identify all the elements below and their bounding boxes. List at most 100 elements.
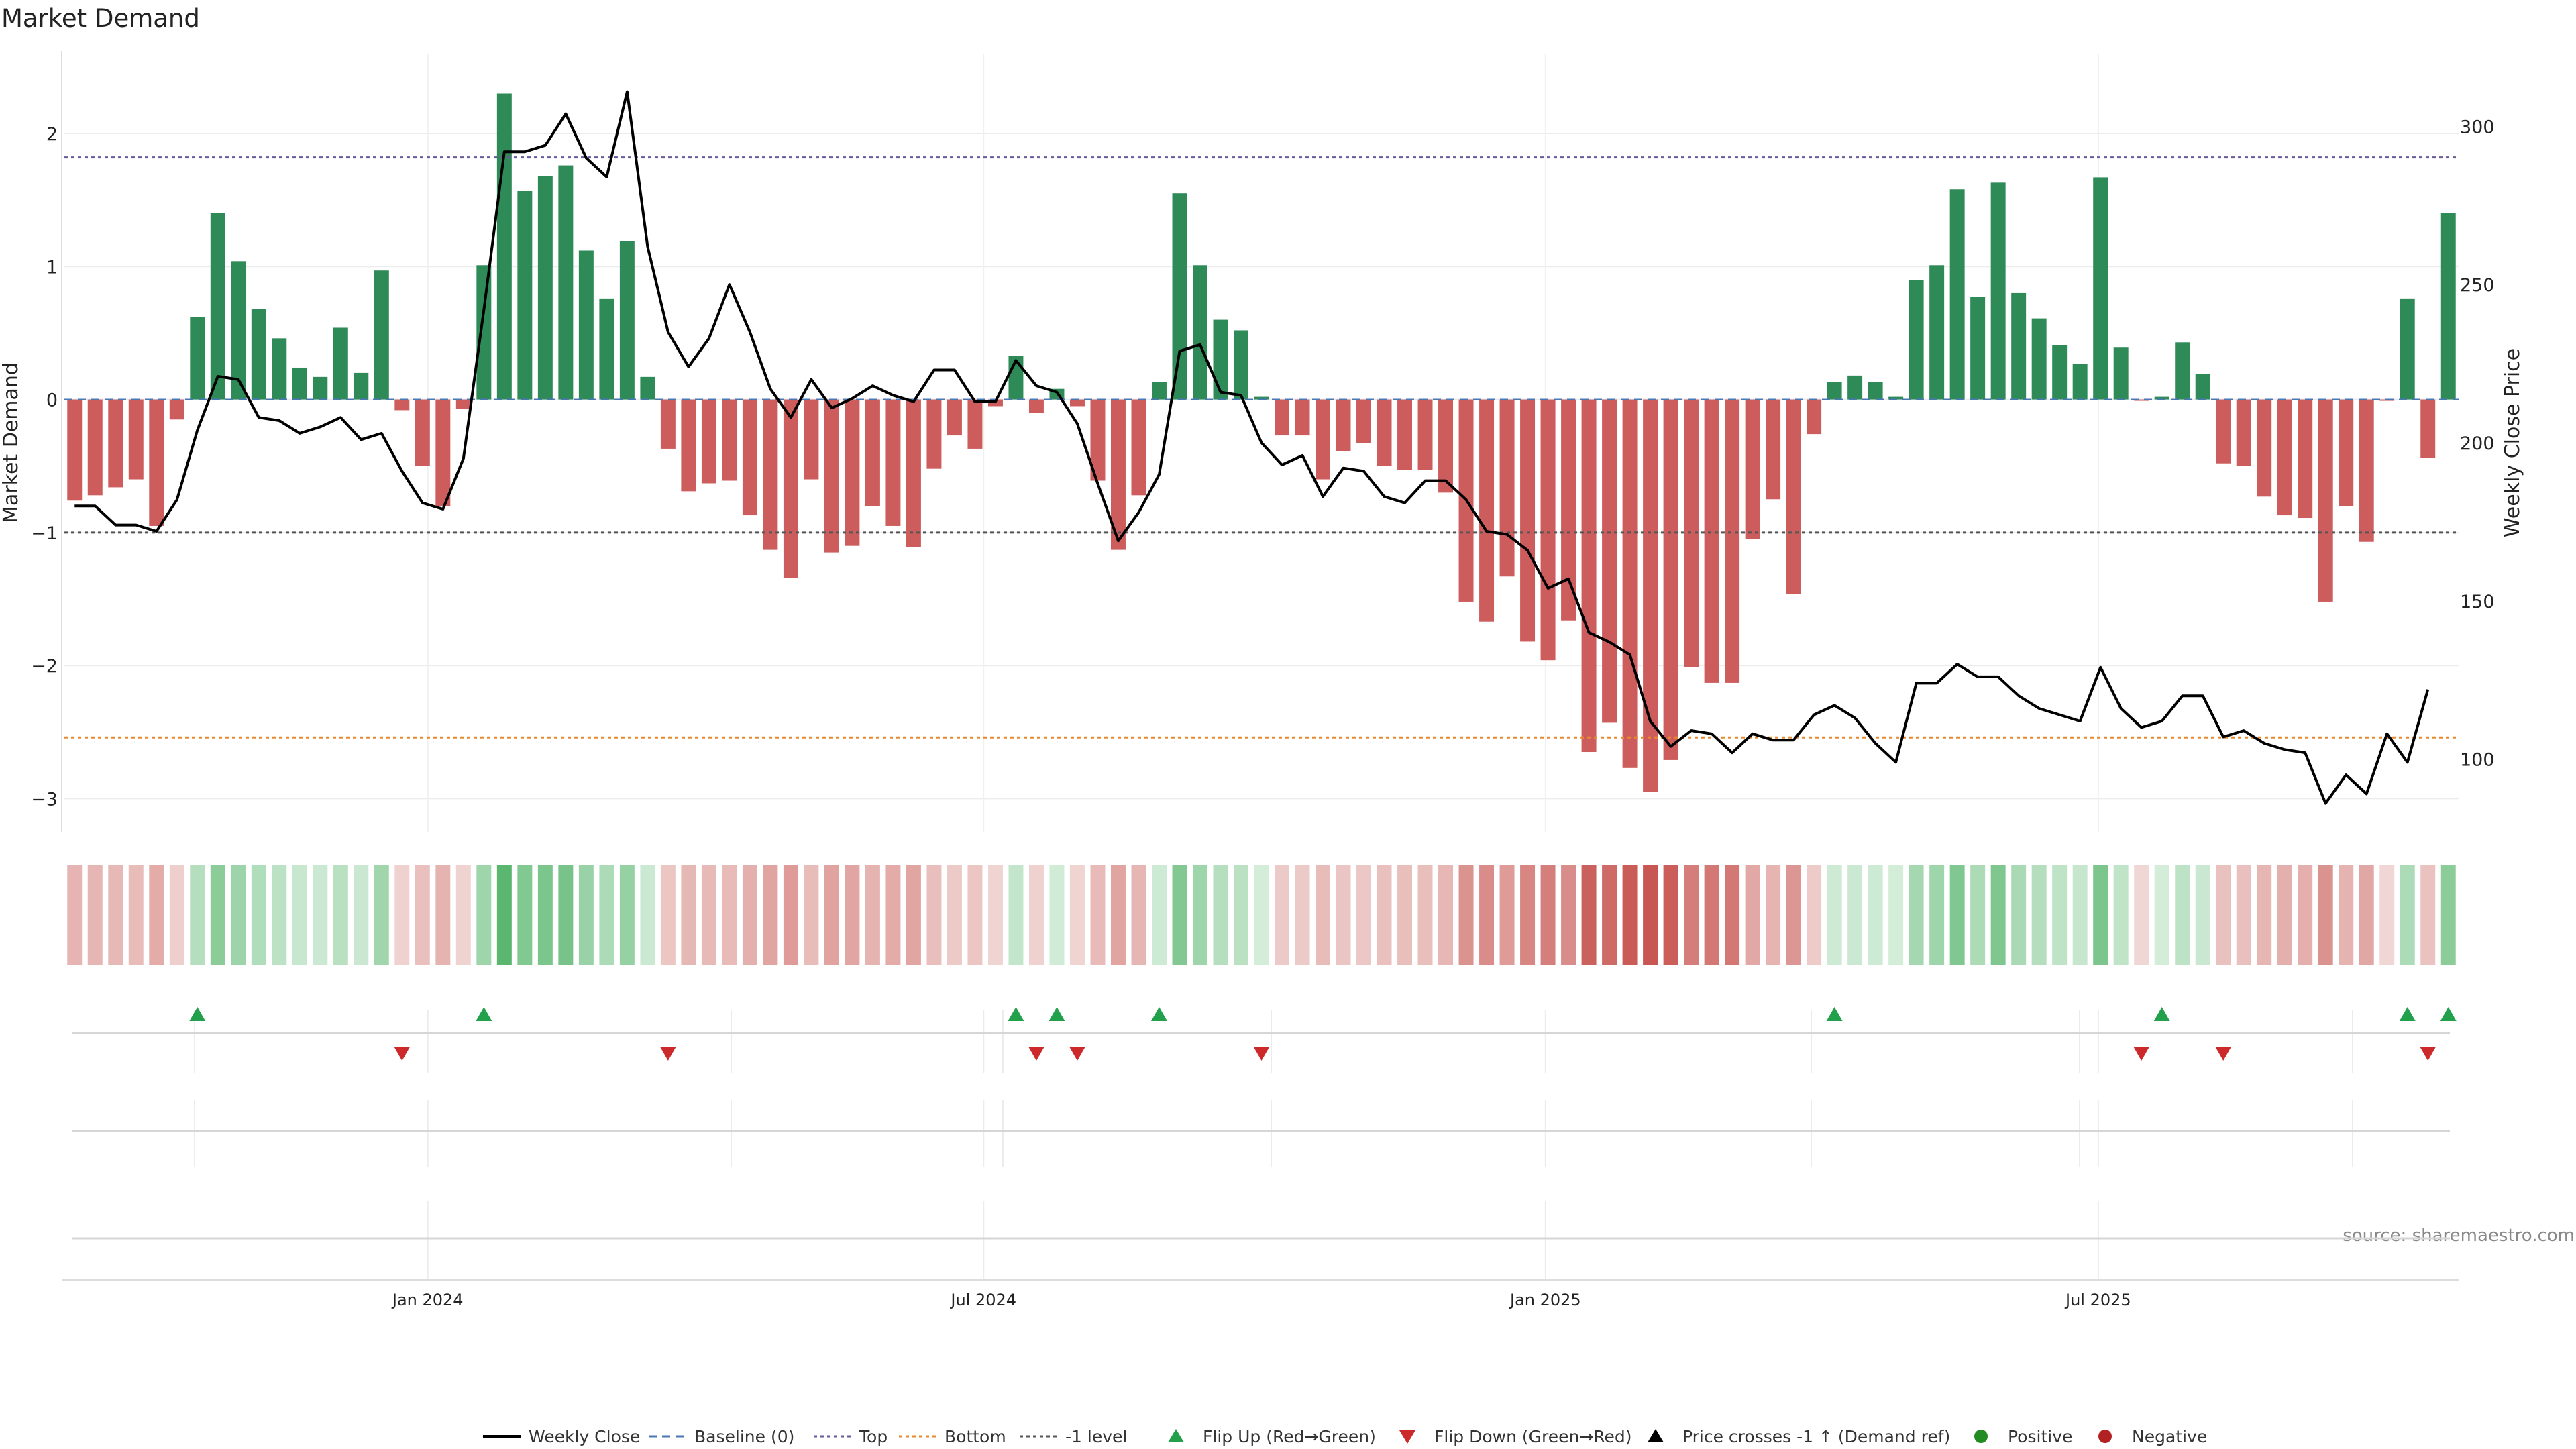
status-strip-cell	[987, 865, 1003, 965]
demand-bar	[1909, 280, 1924, 400]
demand-bar	[1110, 399, 1126, 550]
demand-bar	[1336, 399, 1351, 451]
demand-bar	[1581, 399, 1597, 753]
status-strip-cell	[2420, 865, 2436, 965]
status-strip-cell	[537, 865, 553, 965]
demand-bar	[824, 399, 839, 553]
demand-bar	[272, 338, 287, 400]
status-strip-cell	[1316, 865, 1330, 965]
status-strip-cell	[1336, 865, 1351, 965]
status-strip-cell	[845, 865, 860, 965]
status-strip-cell	[2216, 865, 2231, 965]
status-strip-cell	[681, 865, 696, 965]
demand-bar	[1827, 382, 1842, 400]
demand-bar	[2093, 177, 2108, 400]
status-strip-cell	[272, 865, 287, 965]
status-strip-cell	[87, 865, 103, 965]
demand-bar	[1622, 399, 1638, 768]
flip-markers-layer	[189, 1007, 2457, 1061]
status-strip-cell	[455, 865, 471, 965]
demand-bar	[2420, 399, 2436, 458]
status-strip-cell	[906, 865, 921, 965]
demand-bar	[1479, 399, 1495, 622]
demand-bar	[1417, 399, 1433, 470]
status-strip-cell	[313, 865, 328, 965]
status-strip-cell	[2011, 865, 2027, 965]
status-strip-cell	[1458, 865, 1474, 965]
flip-down-marker	[2133, 1046, 2150, 1061]
status-strip-cell	[885, 865, 901, 965]
demand-bar	[231, 261, 246, 400]
y-tick-label: 1	[46, 257, 58, 278]
status-strip-cell	[1213, 865, 1228, 965]
lines-layer	[64, 90, 2459, 805]
legend-label-bottom: Bottom	[945, 1427, 1006, 1446]
status-strip-cell	[1766, 865, 1781, 965]
weekly-close-line	[74, 90, 2430, 805]
demand-bar	[2031, 318, 2047, 400]
demand-bar	[2359, 399, 2374, 542]
status-strip-cell	[1172, 865, 1187, 965]
demand-bar	[1888, 396, 1904, 400]
demand-bar	[926, 399, 942, 469]
demand-bar	[1254, 396, 1269, 400]
flip-down-marker	[1253, 1046, 1270, 1061]
status-strip-cell	[1254, 865, 1269, 965]
y-axis-label: Market Demand	[0, 362, 23, 523]
status-strip-cell	[2359, 865, 2374, 965]
demand-bar	[108, 399, 123, 488]
status-strip-cell	[599, 865, 614, 965]
status-strip-cell	[1807, 865, 1822, 965]
demand-bar	[1786, 399, 1801, 594]
status-strip-cell	[1990, 865, 2006, 965]
status-strip-cell	[374, 865, 389, 965]
demand-bar	[2175, 342, 2190, 400]
demand-bar	[1131, 399, 1146, 496]
demand-bar	[701, 399, 716, 484]
demand-bar	[1275, 399, 1289, 436]
status-strip-cell	[1499, 865, 1515, 965]
status-strip-cell	[1868, 865, 1883, 965]
demand-bar	[1069, 399, 1085, 407]
demand-bar	[1540, 399, 1556, 661]
status-strip-cell	[2154, 865, 2169, 965]
demand-bar	[1725, 399, 1740, 683]
status-strip-cell	[1888, 865, 1904, 965]
demand-bar	[947, 399, 962, 436]
demand-bar	[1684, 399, 1699, 667]
demand-bar	[2052, 345, 2068, 400]
y2-tick-label: 300	[2460, 117, 2495, 138]
demand-bar	[1172, 193, 1187, 400]
status-strip-cell	[2318, 865, 2333, 965]
status-strip-cell	[2031, 865, 2047, 965]
status-strip-cell	[1949, 865, 1965, 965]
status-strip-cell	[292, 865, 307, 965]
demand-bar	[2298, 399, 2313, 519]
demand-bar	[1090, 399, 1106, 481]
status-strip-cell	[1069, 865, 1085, 965]
demand-bar	[558, 165, 574, 400]
status-strip-cell	[701, 865, 716, 965]
status-strip-cell	[394, 865, 410, 965]
demand-bar	[845, 399, 860, 546]
status-strip-cell	[1643, 865, 1658, 965]
demand-bar	[251, 309, 266, 400]
demand-bar	[1766, 399, 1781, 500]
status-strip-cell	[1193, 865, 1208, 965]
status-strip-cell	[640, 865, 655, 965]
demand-bar	[967, 399, 983, 449]
status-strip-cell	[2195, 865, 2210, 965]
status-strip-cell	[231, 865, 246, 965]
demand-bar	[313, 376, 328, 400]
x-tick-label: Jan 2024	[391, 1291, 464, 1309]
flip-up-marker	[1826, 1007, 1843, 1021]
demand-bar	[292, 367, 307, 400]
demand-bar	[190, 317, 205, 400]
demand-bar	[2400, 298, 2415, 400]
status-strip-cell	[1131, 865, 1146, 965]
demand-bar	[1193, 265, 1208, 400]
demand-bar	[722, 399, 737, 481]
flip-up-marker	[1049, 1007, 1065, 1021]
status-strip-cell	[2379, 865, 2395, 965]
status-strip-cell	[1479, 865, 1495, 965]
